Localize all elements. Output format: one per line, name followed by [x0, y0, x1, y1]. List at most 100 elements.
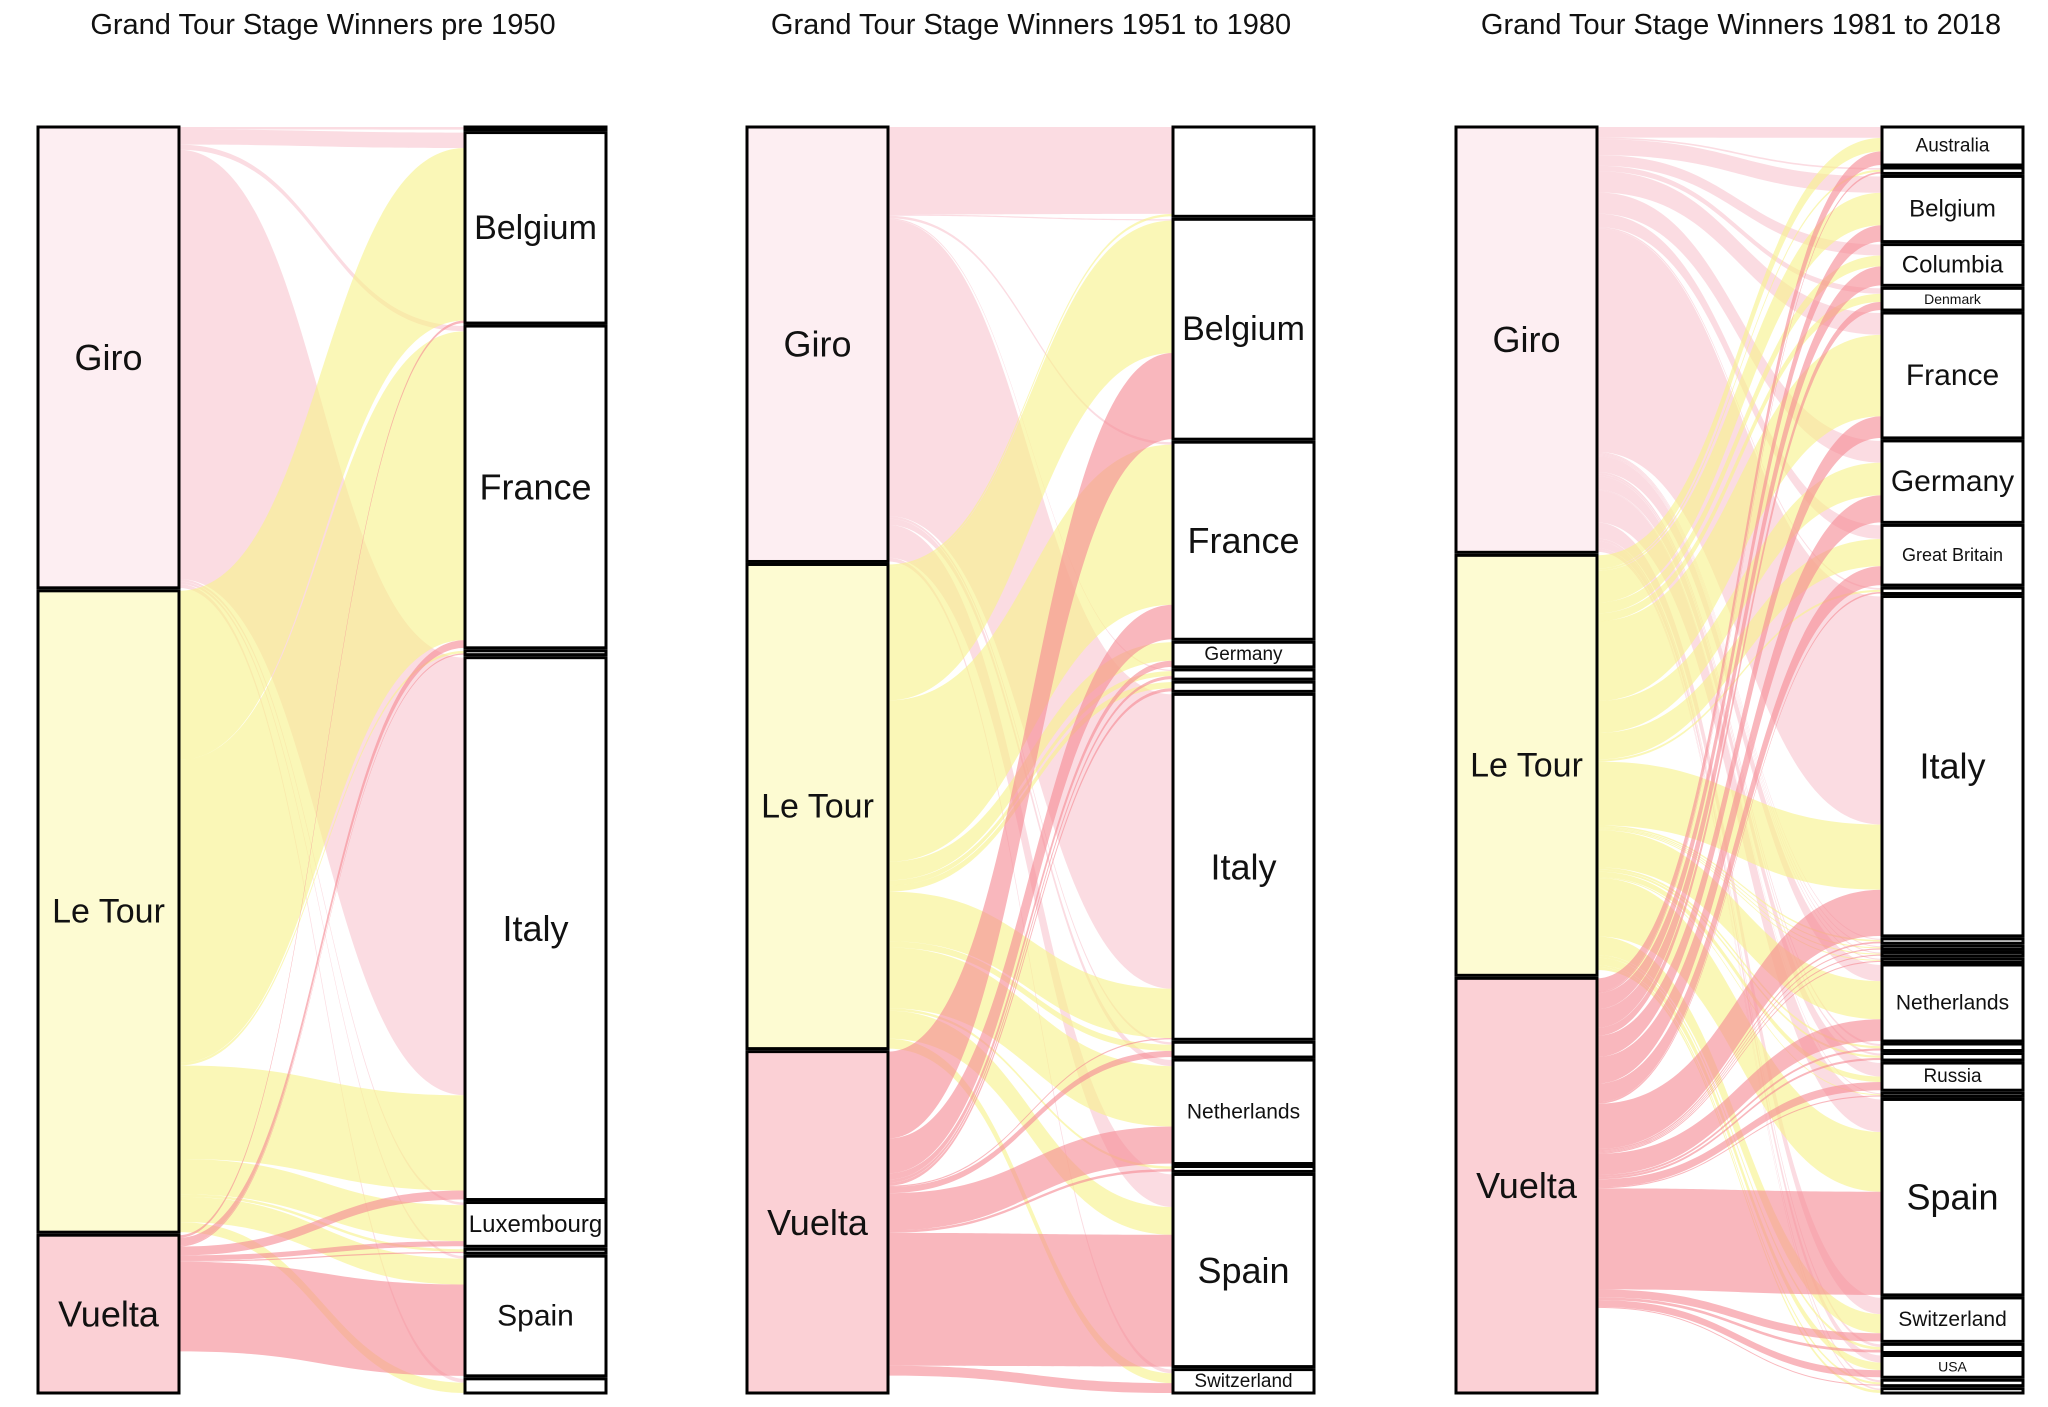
target-node-russia	[1880, 1061, 2025, 1092]
source-label-vuelta: Vuelta	[58, 1294, 160, 1335]
target-node-france	[1880, 311, 2025, 440]
target-node-spain	[463, 1254, 608, 1378]
flow-le-tour-to-netherlands	[1597, 830, 1882, 1020]
target-label-usa: USA	[1938, 1358, 1967, 1374]
flow-vuelta-to-t4	[888, 676, 1173, 1183]
flow-vuelta-to-luxembourg	[179, 1241, 465, 1261]
flow-le-tour-to-t1	[1597, 169, 1882, 571]
target-node-t23	[1880, 1378, 2025, 1388]
flow-vuelta-to-belgium	[888, 352, 1173, 1139]
flow-giro-to-t10	[1597, 451, 1882, 940]
target-node-spain	[1880, 1097, 2025, 1297]
flow-vuelta-to-t21	[1597, 1297, 1882, 1353]
target-node-t18	[1880, 1091, 2025, 1098]
target-node-switzerland	[1171, 1368, 1316, 1395]
target-label-italy: Italy	[1210, 846, 1276, 887]
flow-giro-to-spain	[888, 524, 1173, 1208]
flow-le-tour-to-t10	[1597, 825, 1882, 942]
flow-giro-to-denmark	[1597, 165, 1882, 294]
flow-giro-to-france	[1597, 171, 1882, 335]
flow-vuelta-to-belgium	[179, 320, 465, 1238]
flow-layer	[179, 127, 465, 1393]
flow-giro-to-t12	[1597, 453, 1882, 954]
target-node-t9	[1171, 1165, 1316, 1173]
flow-vuelta-to-t6	[179, 1251, 465, 1262]
flow-giro-to-t15	[1597, 472, 1882, 1047]
target-node-t4	[1171, 668, 1316, 681]
source-node-giro	[1454, 125, 1599, 554]
target-label-switzerland: Switzerland	[1194, 1371, 1292, 1392]
target-node-t11	[1880, 944, 2025, 951]
flow-layer	[888, 127, 1173, 1393]
target-node-t21	[1880, 1342, 2025, 1355]
source-label-giro: Giro	[783, 324, 851, 365]
target-node-t13	[1880, 957, 2025, 964]
target-label-france: France	[1906, 359, 1999, 392]
flow-vuelta-to-spain	[1597, 1188, 1882, 1295]
flow-le-tour-to-germany	[1597, 462, 1882, 733]
flow-le-tour-to-t24	[1597, 967, 1882, 1393]
target-label-great-britain: Great Britain	[1902, 545, 2003, 565]
flow-giro-to-luxembourg	[179, 578, 465, 1206]
flow-le-tour-to-t15	[1597, 867, 1882, 1049]
source-node-vuelta	[36, 1233, 181, 1395]
target-node-belgium	[463, 131, 608, 325]
target-node-belgium	[1880, 174, 2025, 244]
flow-vuelta-to-t5	[888, 688, 1173, 1186]
flow-vuelta-to-italy	[1597, 889, 1882, 1149]
flow-giro-to-t16	[1597, 474, 1882, 1056]
target-node-t6	[463, 1247, 608, 1255]
flow-giro-to-t8	[179, 584, 465, 1383]
target-node-france	[1171, 440, 1316, 641]
target-node-t12	[1880, 950, 2025, 958]
flow-le-tour-to-t3	[179, 650, 465, 1066]
target-node-belgium	[1171, 217, 1316, 441]
flow-giro-to-france	[888, 215, 1173, 445]
flow-giro-to-t1	[1597, 137, 1882, 170]
flow-vuelta-to-denmark	[1597, 301, 1882, 1036]
target-node-t24	[1880, 1387, 2025, 1395]
target-node-t15	[1880, 1042, 2025, 1053]
panel-title: Grand Tour Stage Winners 1981 to 2018	[1481, 9, 2001, 41]
target-label-netherlands: Netherlands	[1896, 992, 2009, 1015]
flow-vuelta-to-columbia	[1597, 266, 1882, 1028]
flow-le-tour-to-t18	[1597, 876, 1882, 1096]
node-layer: Giro Le Tour Vuelta Belgium France Germany Ita…	[745, 125, 1316, 1395]
flow-giro-to-australia	[1597, 127, 1882, 138]
target-label-switzerland: Switzerland	[1898, 1308, 2007, 1331]
target-node-columbia	[1880, 243, 2025, 287]
flow-giro-to-belgium	[179, 129, 465, 149]
panel-title: Grand Tour Stage Winners 1951 to 1980	[771, 9, 1291, 41]
target-node-germany	[1171, 640, 1316, 669]
target-node-t0	[463, 125, 608, 132]
flow-vuelta-to-t8	[1597, 591, 1882, 1104]
panel-title: Grand Tour Stage Winners pre 1950	[90, 9, 555, 41]
target-node-t10	[1880, 937, 2025, 945]
flow-le-tour-to-switzerland	[888, 1038, 1173, 1384]
target-label-spain: Spain	[1197, 1250, 1289, 1291]
flow-vuelta-to-france	[888, 604, 1173, 1174]
flow-vuelta-to-t15	[1597, 1048, 1882, 1178]
target-label-belgium: Belgium	[474, 209, 597, 247]
flow-layer	[1597, 127, 1882, 1393]
source-label-vuelta: Vuelta	[1476, 1165, 1578, 1206]
flow-giro-to-germany	[1597, 192, 1882, 463]
flow-le-tour-to-t9	[888, 1008, 1173, 1169]
flow-le-tour-to-t16	[1597, 869, 1882, 1058]
target-label-germany: Germany	[1891, 465, 2014, 498]
flow-giro-to-columbia	[1597, 155, 1882, 256]
panel-pre-1950: Grand Tour Stage Winners pre 1950 Giro Le…	[36, 9, 608, 1395]
source-label-giro: Giro	[74, 337, 142, 378]
source-node-le-tour	[36, 589, 181, 1234]
flow-vuelta-to-t7	[888, 1050, 1173, 1194]
target-node-germany	[1880, 439, 2025, 524]
flow-vuelta-to-italy	[888, 1038, 1173, 1187]
target-node-t16	[1880, 1052, 2025, 1062]
target-node-france	[463, 324, 608, 650]
target-node-spain	[1171, 1172, 1316, 1369]
target-node-t8	[463, 1377, 608, 1395]
target-node-t8	[1880, 586, 2025, 596]
target-node-netherlands	[1171, 1058, 1316, 1166]
target-label-russia: Russia	[1923, 1066, 1982, 1087]
